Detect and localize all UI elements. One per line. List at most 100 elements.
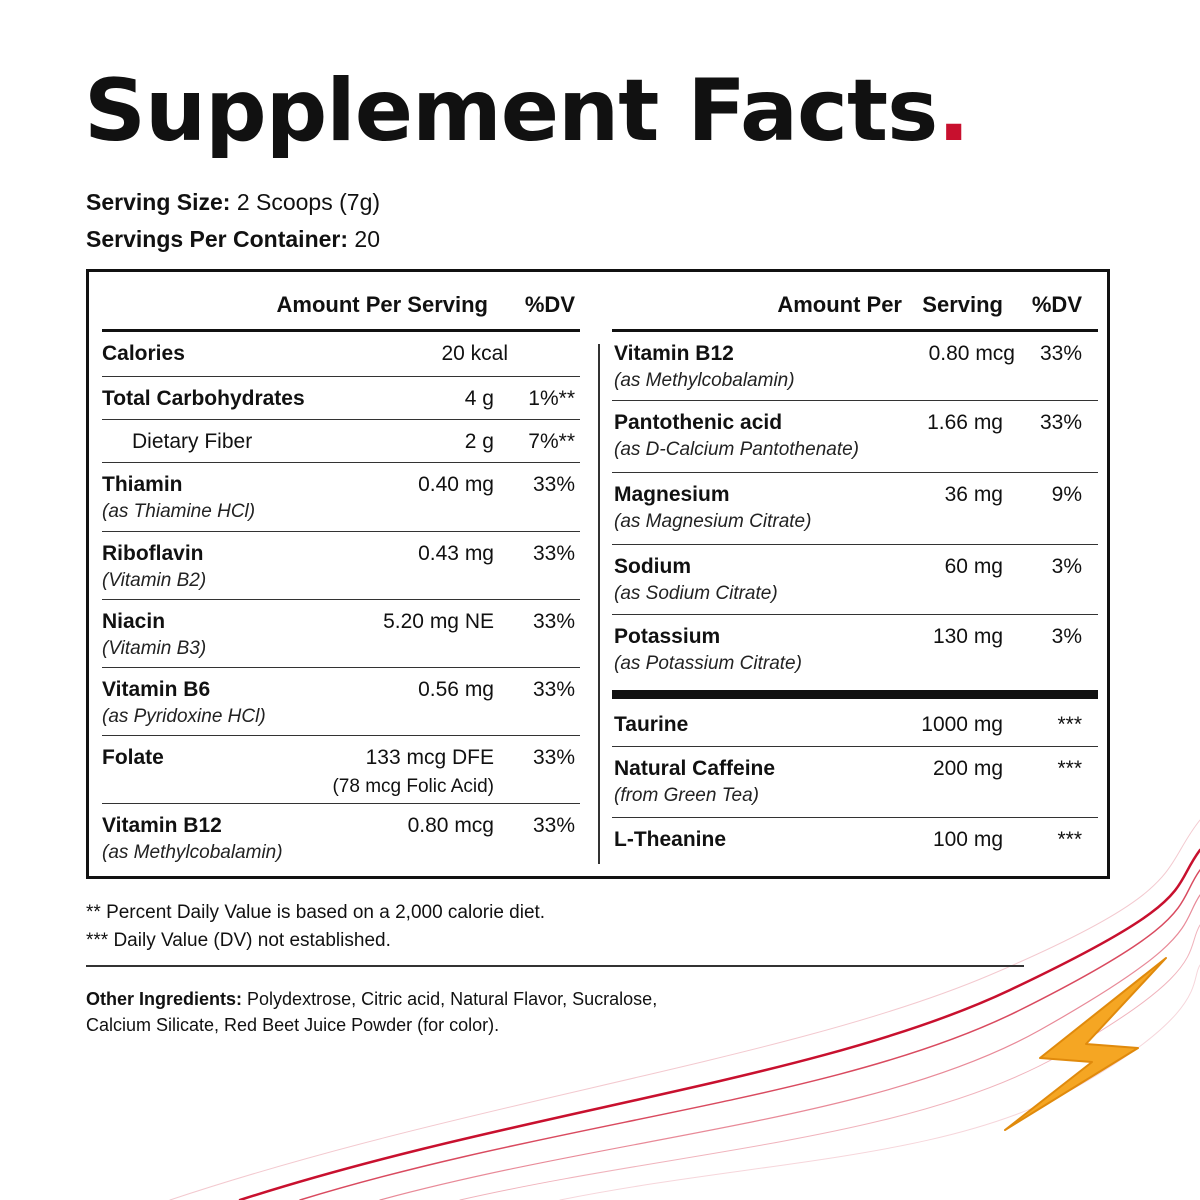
nutrient-row: Pantothenic acid (as D-Calcium Pantothen…: [612, 401, 1098, 473]
nutrient-name: Sodium: [614, 555, 691, 578]
nutrient-amount: 100 mg: [932, 828, 1003, 851]
nutrient-row: Folate 133 mcg DFE (78 mcg Folic Acid) 3…: [102, 736, 580, 804]
left-column-header: Amount Per Serving %DV: [102, 272, 580, 332]
left-amount-header: Amount Per Serving: [276, 292, 488, 317]
nutrient-dv: 33%: [532, 473, 575, 496]
nutrient-dv: 33%: [1039, 342, 1082, 365]
other-ingredients-label: Other Ingredients:: [86, 989, 243, 1009]
nutrient-name: Folate: [102, 746, 164, 769]
left-dv-header: %DV: [524, 292, 575, 317]
title-accent-dot: .: [937, 61, 970, 161]
nutrient-name: Niacin: [102, 610, 166, 633]
nutrient-name: Vitamin B12: [102, 814, 222, 837]
right-dv-header: %DV: [1031, 292, 1082, 317]
nutrient-name: L-Theanine: [614, 828, 727, 851]
nutrient-name: Vitamin B6: [102, 678, 211, 701]
nutrient-name: Vitamin B12: [614, 342, 734, 365]
nutrient-source: (Vitamin B2): [102, 570, 207, 591]
nutrient-row: Dietary Fiber 2 g 7%**: [102, 420, 580, 463]
nutrient-row: Vitamin B6 (as Pyridoxine HCl) 0.56 mg 3…: [102, 668, 580, 736]
nutrient-row: Niacin (Vitamin B3) 5.20 mg NE 33%: [102, 600, 580, 668]
nutrient-dv: 3%: [1051, 555, 1082, 578]
nutrient-row: Potassium (as Potassium Citrate) 130 mg …: [612, 615, 1098, 690]
nutrient-dv: 33%: [532, 678, 575, 701]
nutrient-amount-detail: (78 mcg Folic Acid): [332, 776, 494, 797]
nutrient-row: Natural Caffeine (from Green Tea) 200 mg…: [612, 747, 1098, 818]
nutrient-row: Vitamin B12 (as Methylcobalamin) 0.80 mc…: [102, 804, 580, 872]
nutrient-row: Sodium (as Sodium Citrate) 60 mg 3%: [612, 545, 1098, 615]
nutrient-amount: 130 mg: [932, 625, 1003, 648]
nutrient-amount: 4 g: [464, 387, 494, 410]
nutrient-name: Taurine: [614, 713, 689, 736]
nutrient-row: Taurine 1000 mg ***: [612, 699, 1098, 747]
nutrient-amount: 0.56 mg: [418, 678, 494, 701]
nutrient-row: Riboflavin (Vitamin B2) 0.43 mg 33%: [102, 532, 580, 600]
nutrient-row: Magnesium (as Magnesium Citrate) 36 mg 9…: [612, 473, 1098, 545]
nutrient-dv: 9%: [1051, 483, 1082, 506]
nutrient-dv: 33%: [532, 542, 575, 565]
nutrient-source: (from Green Tea): [614, 785, 760, 806]
nutrient-amount: 0.80 mcg: [928, 342, 1015, 365]
nutrient-source: (as Sodium Citrate): [614, 583, 778, 604]
nutrient-dv: ***: [1057, 713, 1082, 736]
title-text: Supplement Facts: [84, 61, 938, 161]
nutrient-source: (as D-Calcium Pantothenate): [614, 439, 859, 460]
nutrient-row: Thiamin (as Thiamine HCl) 0.40 mg 33%: [102, 463, 580, 532]
right-nutrient-column: Amount Per Serving %DV Vitamin B12 (as M…: [612, 272, 1098, 863]
nutrient-source: (Vitamin B3): [102, 638, 207, 659]
nutrient-amount: 0.80 mcg: [407, 814, 494, 837]
right-column-header: Amount Per Serving %DV: [612, 272, 1098, 332]
other-ingredients-line2: Calcium Silicate, Red Beet Juice Powder …: [86, 1015, 500, 1035]
thick-divider-bar: [612, 690, 1098, 699]
nutrient-source: (as Methylcobalamin): [102, 842, 283, 863]
nutrient-dv: ***: [1057, 757, 1082, 780]
nutrient-source: (as Magnesium Citrate): [614, 511, 812, 532]
nutrient-dv: 1%**: [528, 387, 575, 410]
nutrient-name: Pantothenic acid: [614, 411, 783, 434]
nutrient-amount: 20 kcal: [441, 342, 508, 365]
nutrient-amount: 200 mg: [932, 757, 1003, 780]
servings-per-container-label: Servings Per Container:: [86, 226, 349, 252]
nutrient-amount: 60 mg: [944, 555, 1003, 578]
right-amount-header: Amount Per: [777, 292, 902, 317]
nutrient-dv: 3%: [1051, 625, 1082, 648]
nutrient-name: Potassium: [614, 625, 721, 648]
nutrient-amount: 2 g: [464, 430, 494, 453]
nutrient-name: Dietary Fiber: [132, 430, 253, 453]
servings-per-container: Servings Per Container: 20: [86, 226, 380, 253]
footnote-daily-value: ** Percent Daily Value is based on a 2,0…: [86, 902, 546, 923]
nutrient-amount: 1.66 mg: [927, 411, 1003, 434]
other-ingredients-line1: Polydextrose, Citric acid, Natural Flavo…: [247, 989, 658, 1009]
nutrient-dv: 33%: [532, 746, 575, 769]
nutrient-name: Natural Caffeine: [614, 757, 776, 780]
nutrient-name: Total Carbohydrates: [102, 387, 305, 410]
serving-size-label: Serving Size:: [86, 189, 231, 215]
footnote-dv-not-established: *** Daily Value (DV) not established.: [86, 930, 391, 951]
supplement-facts-table: Amount Per Serving %DV Calories 20 kcal …: [86, 269, 1110, 879]
nutrient-row: Vitamin B12 (as Methylcobalamin) 0.80 mc…: [612, 332, 1098, 401]
other-ingredients: Other Ingredients: Polydextrose, Citric …: [86, 986, 657, 1038]
nutrient-amount: 36 mg: [944, 483, 1003, 506]
lightning-bolt-icon: [1004, 957, 1167, 1131]
nutrient-source: (as Pyridoxine HCl): [102, 706, 266, 727]
nutrient-dv: 33%: [532, 814, 575, 837]
column-divider: [598, 344, 600, 864]
nutrient-row: Total Carbohydrates 4 g 1%**: [102, 377, 580, 420]
right-serving-header: Serving: [922, 292, 1003, 317]
ingredients-divider: [86, 965, 1024, 967]
nutrient-source: (as Potassium Citrate): [614, 653, 802, 674]
nutrient-amount: 5.20 mg NE: [383, 610, 494, 633]
serving-size-value: 2 Scoops (7g): [236, 189, 381, 215]
left-nutrient-column: Amount Per Serving %DV Calories 20 kcal …: [102, 272, 580, 872]
nutrient-name: Magnesium: [614, 483, 730, 506]
nutrient-dv: 7%**: [528, 430, 575, 453]
nutrient-name: Riboflavin: [102, 542, 204, 565]
serving-size: Serving Size: 2 Scoops (7g): [86, 189, 380, 216]
servings-per-container-value: 20: [354, 226, 381, 252]
nutrient-name: Thiamin: [102, 473, 183, 496]
page-title: Supplement Facts.: [84, 68, 970, 154]
nutrient-dv: ***: [1057, 828, 1082, 851]
nutrient-row: Calories 20 kcal: [102, 332, 580, 377]
nutrient-amount: 1000 mg: [921, 713, 1003, 736]
